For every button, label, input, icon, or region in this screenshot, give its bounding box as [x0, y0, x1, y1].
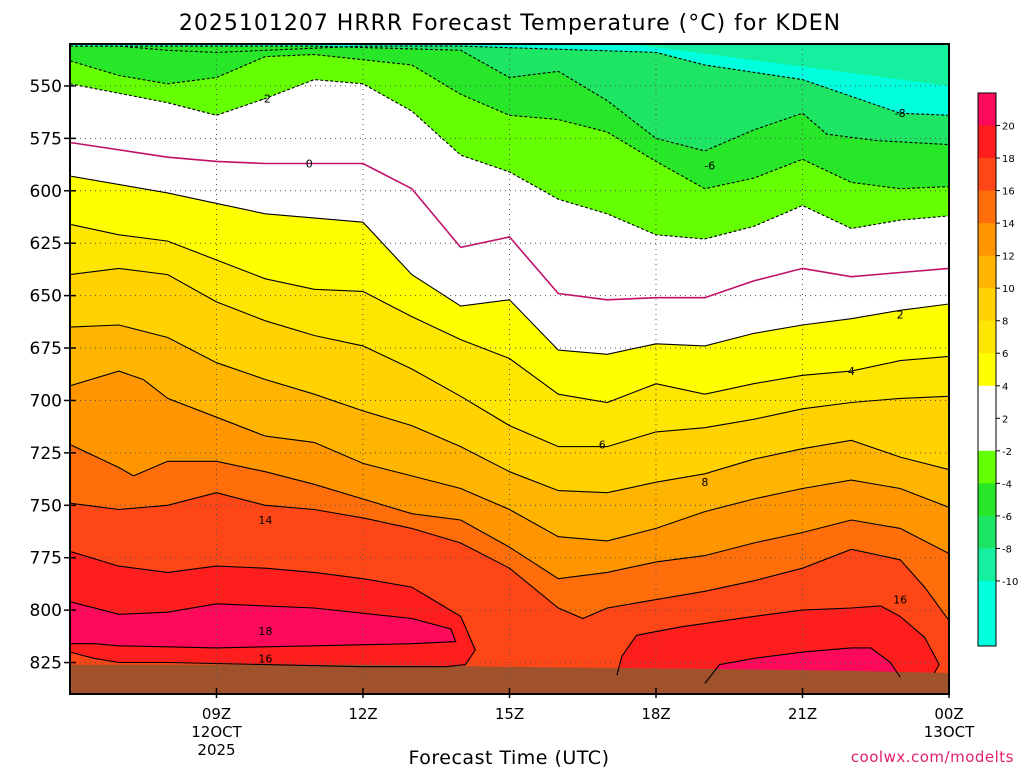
contour-line-n8	[70, 45, 949, 116]
x-axis-title: Forecast Time (UTC)	[409, 747, 610, 768]
colorbar-segment	[978, 450, 996, 484]
colorbar-label: 10	[1002, 284, 1015, 295]
contour-line-18	[704, 647, 901, 684]
y-tick-label: 650	[30, 287, 62, 307]
contour-line-10	[70, 370, 949, 542]
contour-line-n4	[70, 53, 949, 190]
contour-line-18	[70, 601, 457, 649]
colorbar-label: 18	[1002, 154, 1015, 165]
x-tick-label: 15Z	[495, 705, 524, 723]
contour-line-n2	[70, 79, 949, 240]
colorbar-label: -6	[1002, 512, 1012, 523]
colorbar-segment	[978, 515, 996, 549]
colorbar-segment	[978, 320, 996, 354]
plot-area: -2 -8 -6 0 2 4 6 8 14 16 18 16	[70, 44, 949, 694]
contour-label: 2	[897, 308, 904, 321]
colorbar-label: 4	[1002, 382, 1008, 393]
contour-line-6	[70, 267, 949, 448]
y-tick-label: 775	[30, 549, 62, 569]
chart-title: 2025101207 HRRR Forecast Temperature (°C…	[179, 11, 841, 36]
x-tick-year: 2025	[197, 741, 235, 759]
colorbar-label: -2	[1002, 447, 1012, 458]
contour-label: 0	[306, 158, 313, 171]
colorbar: 20 18 16 14 12 10 8 6 4 2 -2 -4 -6 -8 -10	[977, 92, 1018, 647]
y-tick-label: 550	[30, 77, 62, 97]
credit-text: coolwx.com/modelts	[851, 748, 1014, 766]
y-tick-label: 700	[30, 391, 62, 411]
band-n10-n8	[631, 44, 949, 86]
colorbar-segment	[978, 125, 996, 159]
contour-line-layer	[70, 45, 949, 684]
y-tick-label: 625	[30, 234, 62, 254]
colorbar-segment	[978, 190, 996, 224]
contour-line-8	[70, 324, 949, 494]
colorbar-segment	[978, 158, 996, 192]
contour-line-16	[616, 605, 940, 676]
colorbar-segment	[978, 613, 996, 647]
y-tick-label: 750	[30, 496, 62, 516]
contour-label: -6	[704, 160, 715, 173]
contour-line-14	[70, 492, 949, 621]
x-tick-label: 09Z	[202, 705, 231, 723]
colorbar-segment	[978, 580, 996, 614]
contour-label-layer: -2 -8 -6 0 2 4 6 8 14 16 18 16	[258, 93, 907, 666]
contour-label: -2	[260, 93, 271, 106]
colorbar-frame	[977, 92, 997, 647]
y-tick-label: 800	[30, 601, 62, 621]
x-tick-label: 21Z	[788, 705, 817, 723]
colorbar-segment	[978, 255, 996, 289]
y-tick-label: 725	[30, 444, 62, 464]
y-tick-label: 675	[30, 339, 62, 359]
colorbar-label: 8	[1002, 317, 1008, 328]
contour-line-4	[70, 223, 949, 404]
colorbar-segment	[978, 223, 996, 257]
contour-label: 14	[258, 514, 272, 527]
y-tick-label: 825	[30, 654, 62, 674]
y-tick-label: 600	[30, 182, 62, 202]
colorbar-label: -8	[1002, 544, 1012, 555]
grid-layer	[70, 44, 949, 694]
colorbar-segment	[978, 288, 996, 322]
colorbar-label: -10	[1002, 577, 1018, 588]
colorbar-label: 20	[1002, 122, 1015, 133]
colorbar-segment	[978, 385, 996, 419]
x-tick-label: 00Z	[934, 705, 963, 723]
x-tick-date: 12OCT	[191, 723, 242, 741]
contour-label: 16	[893, 594, 907, 607]
colorbar-segment	[978, 93, 996, 127]
colorbar-segment	[978, 548, 996, 582]
colorbar-segment	[978, 418, 996, 452]
contour-line-16	[70, 550, 476, 668]
contour-line-2	[70, 175, 949, 355]
band-ge-20	[841, 664, 891, 673]
colorbar-segment	[978, 353, 996, 387]
colorbar-label: 12	[1002, 252, 1015, 263]
contour-label: 16	[258, 652, 272, 665]
contour-label: 4	[848, 365, 855, 378]
colorbar-label: 14	[1002, 219, 1015, 230]
colorbar-label: 2	[1002, 414, 1008, 425]
y-axis: 550 575 600 625 650 675 700 725 750 775 800 825	[30, 77, 76, 674]
x-tick-date: 13OCT	[924, 723, 975, 741]
contour-label: 18	[258, 625, 272, 638]
colorbar-label: -4	[1002, 479, 1012, 490]
colorbar-label: 6	[1002, 349, 1008, 360]
contour-line-12	[70, 444, 949, 580]
contour-label: -8	[895, 107, 906, 120]
contour-label: 8	[701, 476, 708, 489]
x-tick-label: 18Z	[641, 705, 670, 723]
colorbar-label: 16	[1002, 187, 1015, 198]
contour-line-n6	[70, 45, 949, 152]
contour-label: 6	[599, 438, 606, 451]
colorbar-segment	[978, 483, 996, 517]
contour-line-0	[70, 141, 949, 301]
y-tick-label: 575	[30, 129, 62, 149]
x-tick-label: 12Z	[348, 705, 377, 723]
